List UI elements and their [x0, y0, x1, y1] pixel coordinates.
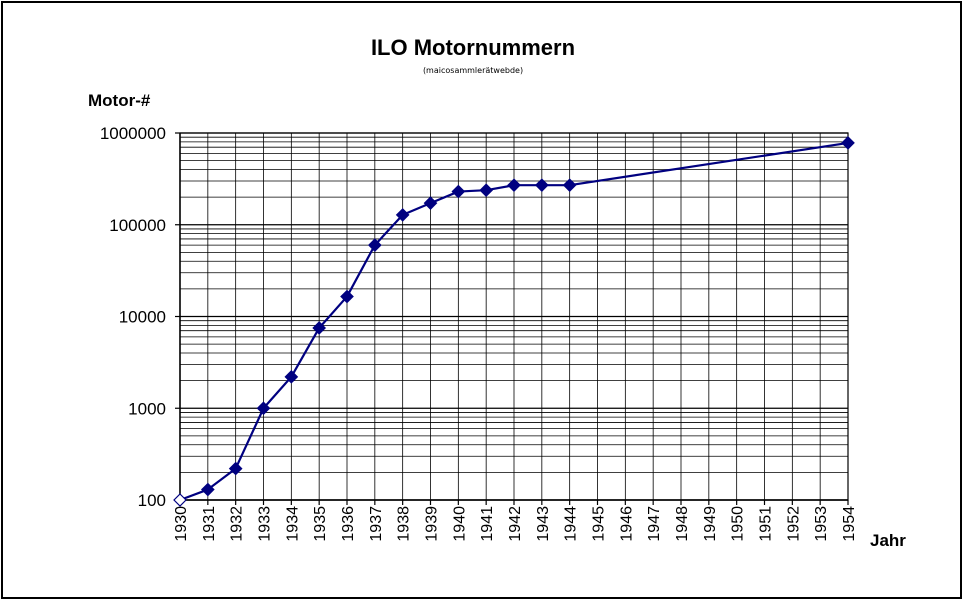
x-tick-label: 1933: [257, 506, 274, 542]
data-point-1943: [534, 178, 549, 193]
x-tick-label: 1936: [340, 506, 357, 542]
y-tick-label: 100000: [109, 216, 166, 235]
x-tick-label: 1951: [758, 506, 775, 542]
x-tick-label: 1930: [173, 506, 190, 542]
data-point-1932: [228, 461, 243, 476]
y-axis-label: Motor-#: [88, 91, 151, 110]
data-point-1939: [423, 196, 438, 210]
data-point-1954: [841, 136, 855, 150]
x-tick-label: 1941: [479, 506, 496, 542]
y-tick-label: 1000000: [100, 124, 166, 143]
data-point-1938: [395, 208, 410, 222]
x-tick-labels: 1930 1931 1932 1933 1934 1935 1936 1937 1938 1939…: [173, 500, 858, 542]
data-point-1933: [256, 401, 271, 416]
data-point-1931: [200, 482, 215, 497]
x-tick-label: 1943: [535, 506, 552, 542]
y-tick-label: 1000: [128, 399, 166, 418]
x-tick-label: 1945: [591, 506, 608, 542]
x-tick-label: 1946: [618, 506, 635, 542]
x-tick-label: 1949: [702, 506, 719, 542]
data-point-1930: [173, 493, 187, 507]
x-tick-label: 1935: [312, 506, 329, 542]
x-tick-label: 1934: [284, 506, 301, 542]
x-axis-label: Jahr: [870, 531, 906, 550]
chart-subtitle: (maicosammlerätwebde): [423, 66, 523, 75]
y-tick-label: 10000: [119, 308, 166, 327]
series-motornummern: [173, 136, 855, 507]
x-tick-label: 1939: [424, 506, 441, 542]
x-tick-label: 1950: [730, 506, 747, 542]
y-tick-labels: 100 1000 10000 100000 1000000: [100, 124, 180, 510]
data-point-1935: [312, 321, 327, 335]
data-point-1941: [479, 183, 494, 198]
y-tick-label: 100: [138, 491, 166, 510]
x-tick-label: 1948: [674, 506, 691, 542]
x-tick-label: 1938: [396, 506, 413, 542]
series-line: [179, 141, 849, 502]
data-point-1940: [451, 184, 466, 199]
x-tick-label: 1944: [563, 506, 580, 542]
data-point-1944: [562, 178, 577, 193]
x-tick-label: 1937: [368, 506, 385, 542]
x-tick-label: 1947: [646, 506, 663, 542]
x-tick-label: 1940: [451, 506, 468, 542]
x-tick-label: 1953: [813, 506, 830, 542]
x-tick-label: 1931: [201, 506, 218, 542]
x-tick-label: 1954: [841, 506, 858, 542]
x-tick-label: 1952: [785, 506, 802, 542]
data-point-1942: [507, 178, 521, 193]
data-point-1936: [340, 289, 354, 304]
x-tick-label: 1942: [507, 506, 524, 542]
data-point-1934: [284, 369, 299, 384]
x-tick-label: 1932: [229, 506, 246, 542]
data-point-1937: [367, 238, 382, 252]
chart-title: ILO Motornummern: [371, 35, 575, 60]
